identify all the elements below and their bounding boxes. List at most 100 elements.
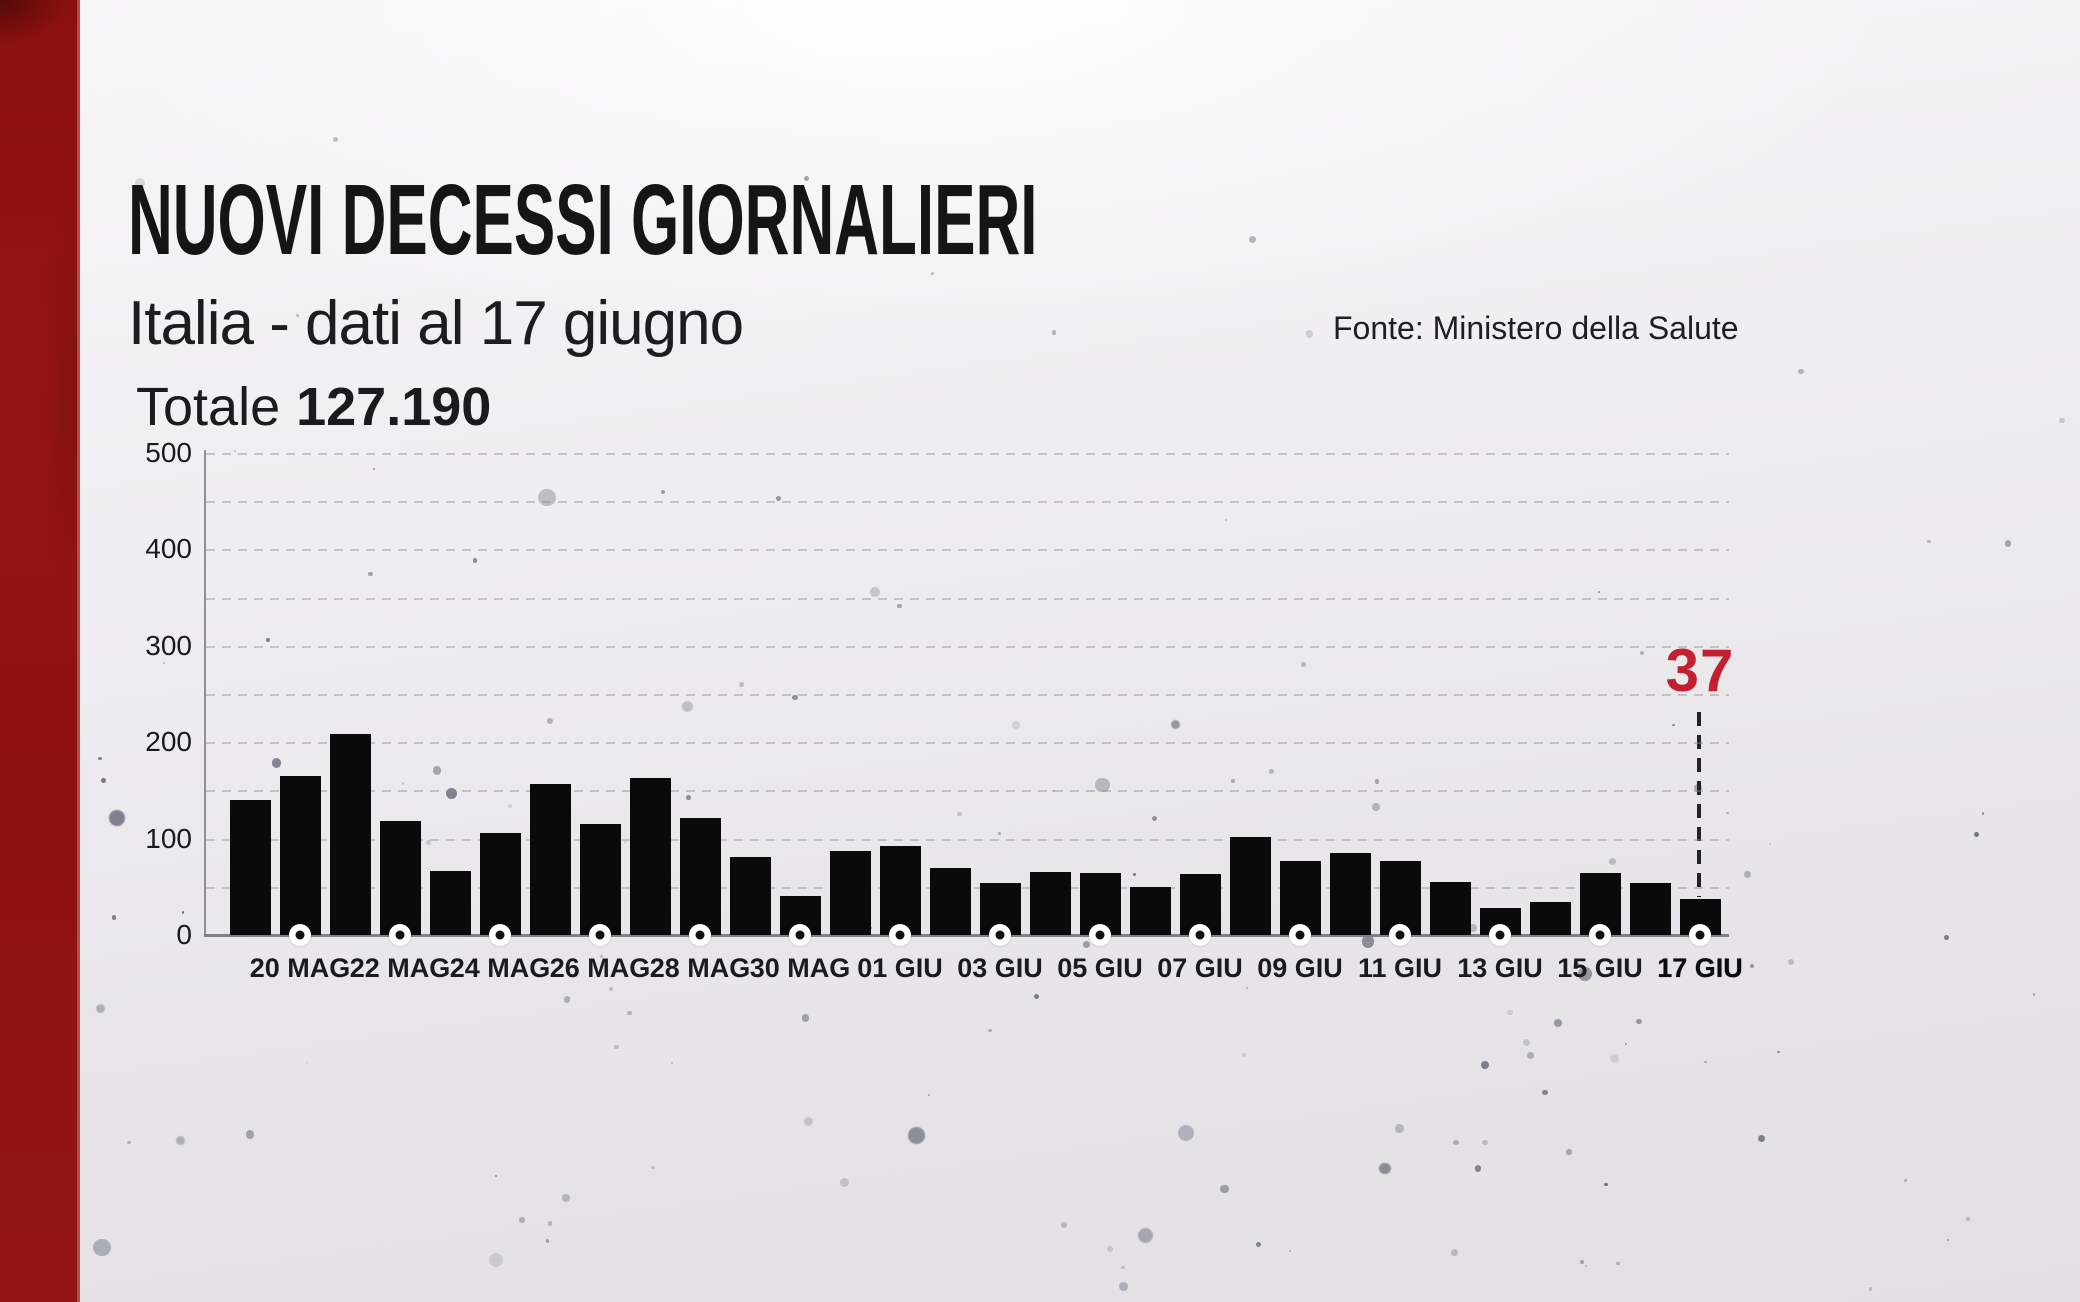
speckle (1450, 1248, 1459, 1256)
speckle (1107, 1245, 1114, 1252)
x-tick-label: 15 GIU (1557, 953, 1643, 983)
speckle (1944, 935, 1950, 941)
bar-14-giu (1529, 902, 1571, 935)
speckle (1379, 1162, 1392, 1175)
x-tick-marker (1489, 924, 1511, 946)
x-tick-label: 24 MAG (449, 953, 551, 983)
speckle (869, 926, 873, 930)
speckle (1305, 330, 1314, 338)
speckle (1121, 1265, 1125, 1270)
gridline-200 (206, 742, 1729, 745)
bar-23-mag (429, 871, 471, 935)
x-tick-marker (289, 924, 311, 946)
speckle (614, 1044, 619, 1050)
x-tick-marker (489, 924, 511, 946)
speckle (988, 1028, 992, 1033)
speckle (1051, 330, 1056, 335)
speckle (547, 717, 554, 724)
bar-25-mag (529, 783, 571, 935)
speckle (1757, 1135, 1765, 1143)
speckle (599, 954, 603, 958)
speckle (839, 1178, 849, 1188)
speckle (1640, 651, 1645, 656)
speckle (1787, 958, 1794, 966)
speckle (372, 467, 376, 471)
bar-09-giu (1279, 860, 1321, 935)
speckle (245, 1130, 255, 1139)
speckle (1744, 871, 1751, 878)
bar-02-giu (929, 868, 971, 935)
speckle (1768, 842, 1771, 845)
speckle (1973, 832, 1979, 838)
x-tick-label: 28 MAG (649, 953, 751, 983)
speckle (2059, 417, 2065, 424)
speckle (1468, 924, 1477, 933)
speckle (1151, 815, 1157, 821)
y-tick-label-500: 500 (145, 437, 192, 468)
speckle (100, 777, 107, 784)
speckle (1598, 590, 1601, 593)
speckle (651, 1166, 655, 1170)
speckle (181, 911, 185, 914)
speckle (1138, 1227, 1154, 1244)
x-tick-marker (989, 924, 1011, 946)
speckle (1300, 661, 1306, 667)
speckle (488, 1253, 503, 1268)
source-credit: Fonte: Ministero della Salute (1333, 310, 1739, 346)
speckle (1170, 719, 1181, 729)
speckle (1636, 1018, 1642, 1025)
bar-06-giu (1129, 886, 1171, 935)
y-tick-label-200: 200 (145, 726, 192, 758)
x-tick-marker (689, 924, 711, 946)
speckle (305, 1061, 309, 1065)
speckle (775, 496, 781, 502)
speckle (333, 136, 339, 142)
gridline-400 (206, 549, 1729, 552)
speckle (1542, 1089, 1548, 1096)
speckle (1604, 1182, 1608, 1186)
speckle (1094, 777, 1110, 793)
speckle (1904, 1178, 1908, 1183)
speckle (792, 695, 798, 701)
page-subtitle: Italia - dati al 17 giugno (128, 289, 744, 358)
speckle (1480, 1060, 1489, 1069)
speckle (927, 1093, 931, 1097)
speckle (265, 637, 270, 643)
x-tick-marker (1389, 924, 1411, 946)
speckle (1798, 368, 1804, 374)
speckle (1052, 789, 1055, 793)
speckle (518, 1216, 526, 1224)
total-deaths: Totale 127.190 (136, 376, 491, 438)
speckle (1522, 1038, 1530, 1046)
speckle (1288, 1249, 1292, 1253)
speckle (1269, 768, 1275, 774)
speckle (627, 1010, 632, 1015)
speckle (445, 787, 458, 800)
x-tick-marker (1589, 924, 1611, 946)
gridline-100 (206, 838, 1729, 841)
speckle (127, 1140, 131, 1145)
speckle (1749, 964, 1754, 969)
speckle (368, 571, 373, 577)
speckle (1947, 1239, 1950, 1242)
speckle (233, 449, 237, 453)
speckle (1248, 235, 1257, 244)
bar-29-mag (729, 856, 771, 935)
x-tick-label: 11 GIU (1357, 953, 1443, 983)
speckle (682, 700, 693, 712)
speckle (472, 558, 478, 563)
speckle (1220, 1184, 1229, 1194)
speckle (608, 986, 613, 992)
speckle (1610, 1054, 1620, 1064)
speckle (507, 803, 512, 808)
speckle (1527, 1051, 1534, 1059)
y-tick-label-100: 100 (145, 822, 192, 854)
speckle (432, 766, 442, 775)
speckle (1083, 940, 1091, 948)
bar-27-mag (629, 777, 671, 935)
x-tick-label: 05 GIU (1057, 953, 1143, 983)
speckle (1118, 1282, 1128, 1292)
x-tick-label: 07 GIU (1157, 953, 1243, 983)
page-title: NUOVI DECESSI GIORNALIERI (128, 164, 1038, 276)
speckle (1011, 721, 1020, 730)
